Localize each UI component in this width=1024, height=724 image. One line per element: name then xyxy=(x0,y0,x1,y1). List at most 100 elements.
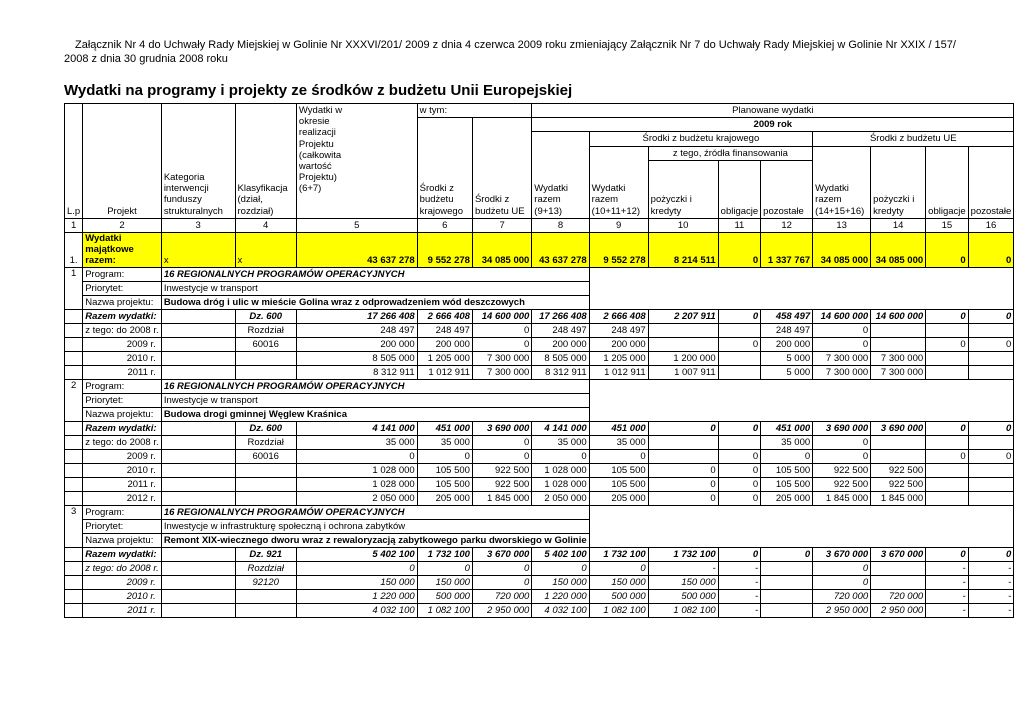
value-cell: 105 500 xyxy=(760,476,814,492)
value-cell: 0 xyxy=(471,574,533,590)
header-pozostale-ue: pozostałe xyxy=(967,145,1015,219)
klasyfikacja-cell: Dz. 921 xyxy=(234,546,297,562)
priorytet-label: Priorytet: xyxy=(82,392,162,408)
header-obligacje-ue: obligacje xyxy=(925,145,969,219)
value-cell: 0 xyxy=(588,560,649,576)
value-cell: 0 xyxy=(967,420,1015,436)
header-rok-2009: 2009 rok xyxy=(531,117,1015,133)
value-cell: 3 690 000 xyxy=(471,420,533,436)
value-cell: 0 xyxy=(647,476,719,492)
header-projekt: Projekt xyxy=(82,103,162,219)
lp-cell: 1. xyxy=(63,232,84,268)
value-cell xyxy=(925,364,969,380)
kategoria-cell xyxy=(160,350,236,366)
lp-cell xyxy=(63,364,84,380)
value-cell: 5 402 100 xyxy=(531,546,590,562)
value-cell: 5 000 xyxy=(760,364,814,380)
value-cell: 17 266 408 xyxy=(531,308,590,324)
program-spacer xyxy=(588,378,1015,422)
value-cell: 105 500 xyxy=(416,476,473,492)
program-name: 16 REGIONALNYCH PROGRAMÓW OPERACYJNYCH xyxy=(160,266,590,282)
value-cell: 4 141 000 xyxy=(531,420,590,436)
kategoria-cell xyxy=(160,336,236,352)
header-wydatki-okres-text: Wydatki w okresie realizacji Projektu (c… xyxy=(298,105,343,195)
value-cell: 200 000 xyxy=(588,336,649,352)
value-cell: - xyxy=(967,588,1015,604)
header-z-tego-zrodla: z tego, źródła finansowania xyxy=(647,145,814,161)
value-cell: 2 666 408 xyxy=(416,308,473,324)
value-cell: 205 000 xyxy=(760,490,814,506)
lp-cell xyxy=(63,588,84,604)
header-w-tym: w tym: xyxy=(416,102,533,119)
column-number: 16 xyxy=(967,217,1015,234)
column-number: 9 xyxy=(588,217,649,234)
value-cell: 1 028 000 xyxy=(531,462,590,478)
table-row-year: 2010 r. 1 028 000 105 500 922 500 1 028 000 1… xyxy=(63,462,1015,478)
value-cell: 0 xyxy=(717,448,762,464)
value-cell: 150 000 xyxy=(416,574,473,590)
value-cell: 2 050 000 xyxy=(531,490,590,506)
program-spacer xyxy=(588,504,1015,548)
value-cell: 205 000 xyxy=(416,490,473,506)
program-label: Program: xyxy=(82,266,162,282)
table-row-year: z tego: do 2008 r. Rozdział 248 497 248 497… xyxy=(63,322,1015,338)
value-cell: 0 xyxy=(925,546,969,562)
value-cell: 2 666 408 xyxy=(588,308,649,324)
value-cell: 0 xyxy=(925,420,969,436)
value-cell: 0 xyxy=(812,560,872,576)
row-label: 2009 r. xyxy=(82,336,162,352)
value-cell: 0 xyxy=(295,448,418,464)
table-row-razem: Razem wydatki: Dz. 921 5 402 100 1 732 100 3… xyxy=(63,546,1015,562)
lp-cell xyxy=(63,546,84,562)
kategoria-cell xyxy=(160,364,236,380)
table-row-year: 2009 r. 60016 0 0 0 0 0 0 0 0 0 0 xyxy=(63,448,1015,464)
klasyfikacja-cell xyxy=(234,462,297,478)
value-cell: - xyxy=(967,560,1015,576)
value-cell: 1 028 000 xyxy=(295,476,418,492)
value-cell xyxy=(717,364,762,380)
klasyfikacja-cell: 92120 xyxy=(234,574,297,590)
value-cell: 7 300 000 xyxy=(870,350,927,366)
header-wydatki-razem-913: Wydatki razem (9+13) xyxy=(531,131,590,219)
table-row-year: 2010 r. 1 220 000 500 000 720 000 1 220 000 5… xyxy=(63,588,1015,604)
klasyfikacja-x-cell: x xyxy=(234,232,297,268)
column-number: 5 xyxy=(295,217,418,234)
table-row-year: 2011 r. 4 032 100 1 082 100 2 950 000 4 032 … xyxy=(63,602,1015,618)
kategoria-cell xyxy=(160,546,236,562)
value-cell: 200 000 xyxy=(416,336,473,352)
value-cell xyxy=(967,476,1015,492)
value-cell xyxy=(870,322,927,338)
program-number: 2 xyxy=(63,378,84,422)
value-cell xyxy=(925,462,969,478)
value-cell xyxy=(647,434,719,450)
lp-cell xyxy=(63,490,84,506)
value-cell xyxy=(870,434,927,450)
value-cell xyxy=(870,574,927,590)
value-cell: 3 670 000 xyxy=(471,546,533,562)
header-klasyfikacja: Klasyfikacja (dział, rozdział) xyxy=(234,103,297,219)
value-cell: 1 220 000 xyxy=(295,588,418,604)
value-cell: 43 637 278 xyxy=(295,232,418,268)
kategoria-cell xyxy=(160,434,236,450)
column-number: 3 xyxy=(160,217,236,234)
value-cell: 7 300 000 xyxy=(870,364,927,380)
value-cell xyxy=(925,490,969,506)
row-label: z tego: do 2008 r. xyxy=(82,560,162,576)
program-number: 3 xyxy=(63,504,84,548)
value-cell: 1 028 000 xyxy=(295,462,418,478)
value-cell: 8 505 000 xyxy=(295,350,418,366)
value-cell: 0 xyxy=(760,546,814,562)
kategoria-cell xyxy=(160,560,236,576)
value-cell: 7 300 000 xyxy=(812,364,872,380)
klasyfikacja-cell: 60016 xyxy=(234,448,297,464)
table-row-year: 2011 r. 1 028 000 105 500 922 500 1 028 000 1… xyxy=(63,476,1015,492)
nazwa-projektu-label: Nazwa projektu: xyxy=(82,294,162,310)
priorytet-text: Inwestycje w transport xyxy=(160,392,590,408)
value-cell: 0 xyxy=(471,336,533,352)
value-cell: 35 000 xyxy=(588,434,649,450)
klasyfikacja-cell xyxy=(234,588,297,604)
lp-cell xyxy=(63,420,84,436)
value-cell: 2 950 000 xyxy=(870,602,927,618)
value-cell: 0 xyxy=(967,546,1015,562)
value-cell xyxy=(760,602,814,618)
